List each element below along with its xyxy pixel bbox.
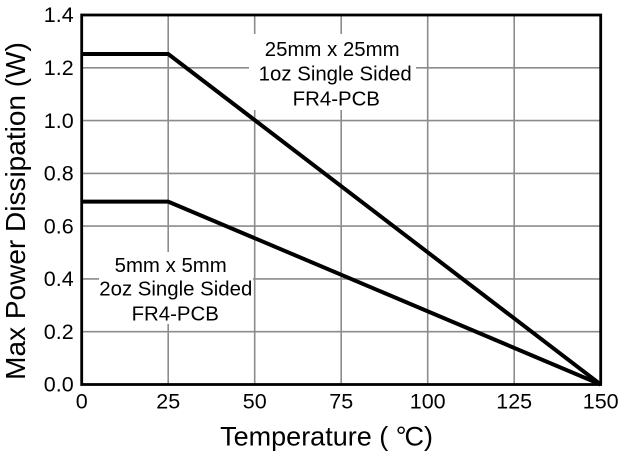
svg-text:FR4-PCB: FR4-PCB [293, 88, 380, 110]
svg-text:0.6: 0.6 [44, 214, 74, 238]
svg-text:25mm x 25mm: 25mm x 25mm [265, 39, 400, 61]
svg-text:1.4: 1.4 [44, 3, 74, 27]
svg-text:FR4-PCB: FR4-PCB [132, 304, 219, 326]
svg-text:1.0: 1.0 [44, 109, 74, 133]
svg-text:5mm x 5mm: 5mm x 5mm [115, 255, 227, 277]
svg-text:0.8: 0.8 [44, 162, 74, 186]
svg-text:Max Power Dissipation (W): Max Power Dissipation (W) [0, 42, 31, 380]
svg-text:Temperature ( °C): Temperature ( °C) [220, 422, 433, 452]
svg-text:0: 0 [76, 389, 88, 413]
svg-text:0.0: 0.0 [44, 373, 74, 397]
svg-text:1.2: 1.2 [44, 56, 74, 80]
svg-text:50: 50 [243, 389, 267, 413]
svg-text:25: 25 [156, 389, 180, 413]
svg-text:0.4: 0.4 [44, 267, 74, 291]
svg-text:150: 150 [583, 389, 619, 413]
svg-text:1oz Single Sided: 1oz Single Sided [259, 64, 412, 86]
svg-text:0.2: 0.2 [44, 320, 74, 344]
svg-text:75: 75 [329, 389, 353, 413]
svg-text:125: 125 [496, 389, 532, 413]
svg-text:100: 100 [410, 389, 446, 413]
svg-text:2oz Single Sided: 2oz Single Sided [99, 279, 252, 301]
